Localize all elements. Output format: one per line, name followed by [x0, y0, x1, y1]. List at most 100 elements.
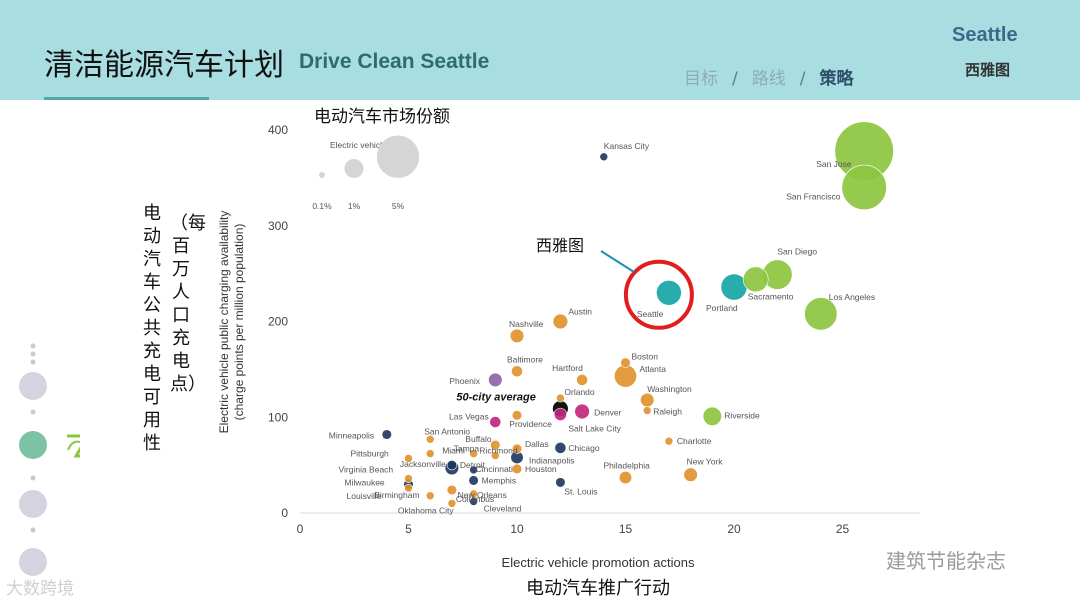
city-label: Orlando — [564, 387, 595, 397]
data-point — [511, 463, 523, 475]
y-axis-sublabel: (charge points per million population) — [232, 224, 246, 421]
nav-goals[interactable]: 目标 — [684, 69, 718, 89]
city-label: Atlanta — [640, 364, 667, 374]
x-tick-label: 5 — [405, 522, 412, 536]
data-point — [702, 406, 722, 426]
city-label: Austin — [568, 307, 592, 317]
data-point — [620, 357, 631, 368]
data-point — [404, 483, 413, 493]
data-point — [490, 439, 501, 451]
city-label: Philadelphia — [604, 461, 651, 471]
data-point — [469, 497, 478, 506]
dot-small — [30, 343, 36, 349]
city-label: New Orleans — [458, 490, 507, 500]
size-legend-label: 1% — [348, 201, 361, 211]
city-label: Tampa — [454, 444, 480, 454]
city-label: Virginia Beach — [339, 465, 394, 475]
size-legend-label: 0.1% — [312, 201, 332, 211]
step-dot-active[interactable] — [19, 431, 47, 459]
chart-title: 电动汽车市场份额 — [314, 107, 450, 127]
city-label: Cleveland — [484, 504, 522, 514]
city-label: Minneapolis — [329, 430, 374, 440]
city-label: Houston — [525, 464, 557, 474]
data-point — [447, 499, 457, 508]
x-axis-label: Electric vehicle promotion actions — [502, 555, 695, 570]
data-point — [511, 443, 523, 454]
data-point — [614, 364, 637, 388]
city-label: Memphis — [482, 475, 516, 485]
page-title: 清洁能源汽车计划 — [44, 48, 284, 83]
city-label: Louisville — [347, 491, 382, 501]
city-label: Boston — [632, 352, 659, 362]
size-legend-label: 5% — [392, 201, 405, 211]
dot-small — [30, 351, 36, 357]
data-point — [468, 475, 479, 486]
city-label: Seattle — [637, 309, 664, 319]
x-tick-label: 15 — [619, 522, 633, 536]
city-label: Dallas — [525, 439, 549, 449]
city-label: Indianapolis — [529, 455, 574, 465]
average-label: 50-city average — [456, 392, 536, 404]
section-nav: 目标 / 路线 / 策略 — [684, 64, 853, 89]
data-point — [841, 164, 887, 211]
data-point — [469, 449, 478, 458]
city-label: Detroit — [460, 460, 486, 470]
nav-strategy[interactable]: 策略 — [819, 69, 854, 89]
data-point — [425, 434, 435, 444]
step-dot-1[interactable] — [19, 372, 47, 400]
dot-small — [30, 359, 36, 365]
y-tick-label: 100 — [268, 410, 288, 424]
city-label: San Jose — [816, 159, 852, 169]
highlight-ring — [623, 259, 694, 330]
data-point — [490, 451, 500, 460]
size-legend-title: Electric vehicle share — [330, 140, 411, 150]
city-label: Sacramento — [748, 291, 794, 301]
leaf-recycle-icon — [67, 434, 80, 458]
data-point — [425, 449, 435, 458]
city-label: Oklahoma City — [398, 505, 454, 515]
city-label: Richmond — [479, 446, 518, 456]
data-point — [664, 436, 674, 446]
size-legend-circle — [376, 135, 420, 178]
city-label: Hartford — [552, 363, 583, 373]
x-axis-label-cn: 电动汽车推广行动 — [526, 578, 670, 599]
step-dot-3[interactable] — [19, 490, 47, 518]
city-label: Phoenix — [449, 376, 480, 386]
city-label: Miami — [442, 446, 465, 456]
city-label: San Francisco — [786, 191, 841, 201]
data-point — [489, 416, 502, 428]
y-tick-label: 400 — [268, 123, 288, 137]
nav-route[interactable]: 路线 — [751, 69, 786, 89]
data-point — [425, 491, 435, 501]
city-label: Cincinnati — [476, 464, 513, 474]
header-band — [0, 0, 1080, 100]
annotation-label: 西雅图 — [536, 236, 584, 255]
dot-small — [30, 527, 36, 533]
data-point — [554, 441, 567, 454]
step-dot-4[interactable] — [19, 548, 47, 576]
city-label: Baltimore — [507, 354, 543, 364]
city-label: Nashville — [509, 319, 544, 329]
city-label: Charlotte — [677, 436, 712, 446]
x-tick-label: 10 — [510, 522, 524, 536]
size-legend-circle — [319, 172, 325, 178]
data-point — [656, 279, 682, 306]
x-tick-label: 25 — [836, 522, 850, 536]
city-label: Chicago — [568, 443, 599, 453]
city-label: Raleigh — [653, 407, 682, 417]
city-label: Los Angeles — [829, 292, 875, 302]
data-point — [552, 313, 569, 330]
city-label: Denver — [594, 408, 622, 418]
data-point — [804, 297, 838, 331]
city-label: St. Louis — [564, 486, 597, 496]
city-label: Portland — [706, 303, 738, 313]
city-label: Providence — [509, 419, 552, 429]
city-label: Birmingham — [374, 490, 419, 500]
city-label: Las Vegas — [449, 411, 489, 421]
data-point — [446, 484, 458, 496]
y-axis-sublabel-cn: （每百万人口充电点） — [170, 213, 206, 395]
data-point — [576, 374, 588, 386]
y-tick-label: 200 — [268, 315, 288, 329]
y-tick-label: 0 — [281, 506, 288, 520]
